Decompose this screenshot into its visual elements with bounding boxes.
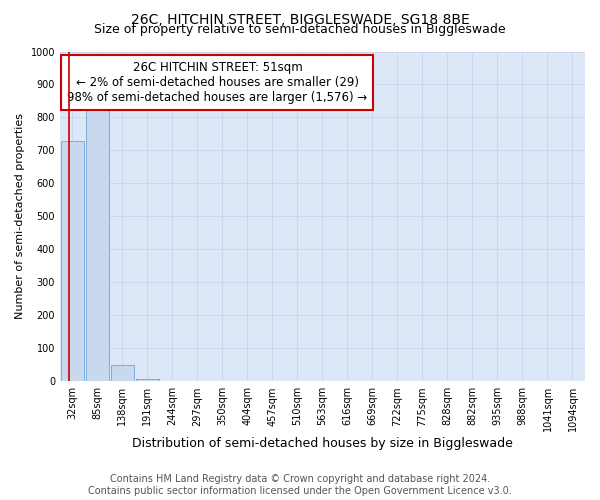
Text: 26C HITCHIN STREET: 51sqm
← 2% of semi-detached houses are smaller (29)
98% of s: 26C HITCHIN STREET: 51sqm ← 2% of semi-d… (67, 62, 368, 104)
Bar (61, 140, 84, 382)
Bar (110, 365, 134, 382)
Bar (86, 109, 109, 382)
Bar (136, 378, 160, 382)
Text: 26C, HITCHIN STREET, BIGGLESWADE, SG18 8BE: 26C, HITCHIN STREET, BIGGLESWADE, SG18 8… (131, 12, 469, 26)
X-axis label: Distribution of semi-detached houses by size in Biggleswade: Distribution of semi-detached houses by … (132, 437, 513, 450)
Text: Contains HM Land Registry data © Crown copyright and database right 2024.
Contai: Contains HM Land Registry data © Crown c… (88, 474, 512, 496)
Y-axis label: Number of semi-detached properties: Number of semi-detached properties (15, 114, 25, 320)
Text: Size of property relative to semi-detached houses in Biggleswade: Size of property relative to semi-detach… (94, 22, 506, 36)
